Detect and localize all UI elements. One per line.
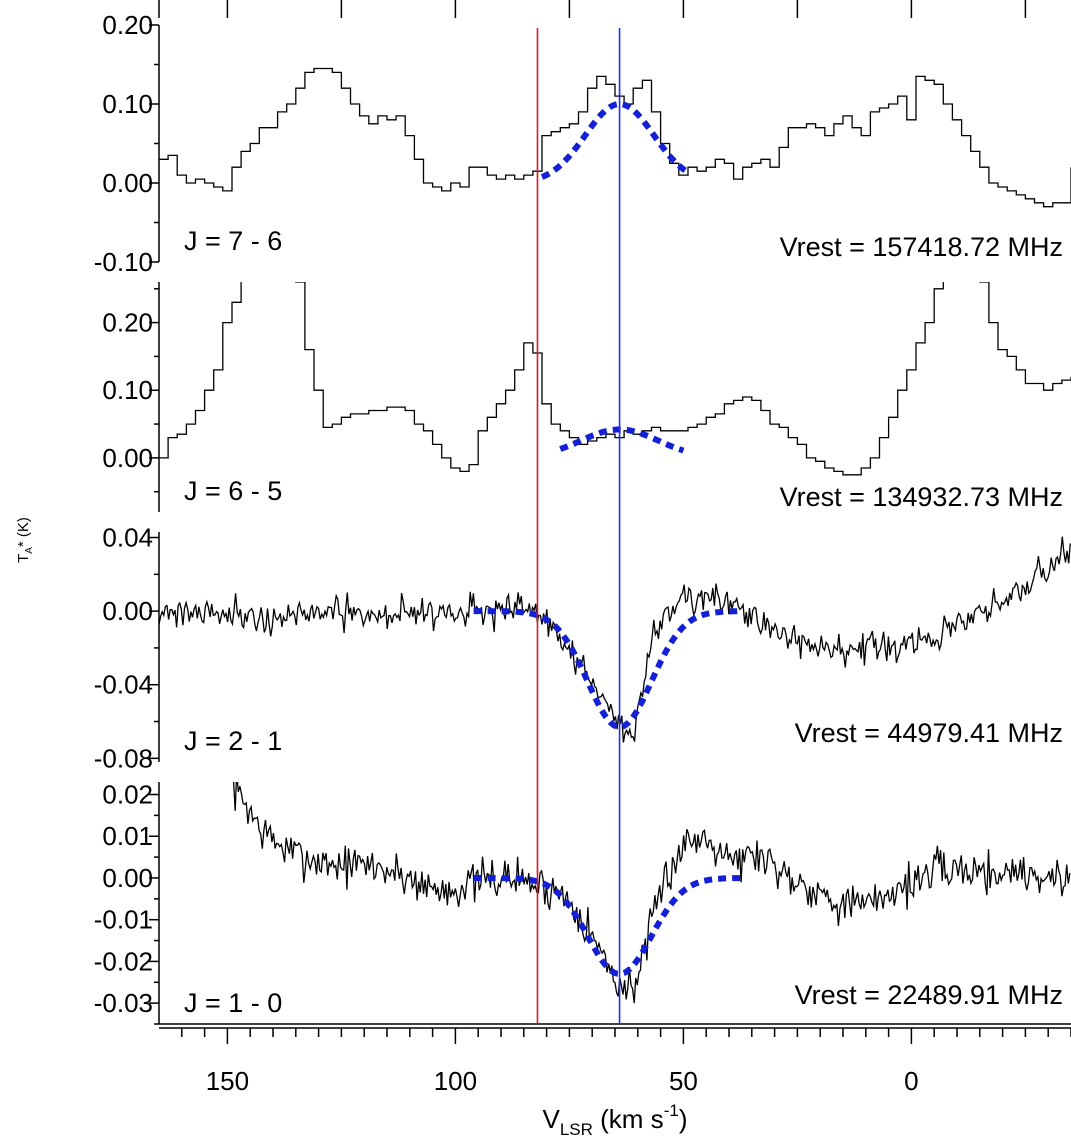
y-tick-label: 0.20 [102, 10, 153, 40]
transition-label: J = 1 - 0 [184, 988, 282, 1018]
panel-2: 0.20 0.10 0.00 J = 6 - 5 Vrest = 134932.73 M… [102, 282, 1071, 512]
y-tick-label: -0.03 [94, 988, 153, 1018]
y-tick-label: 0.10 [102, 89, 153, 119]
spectrum-trace [159, 536, 1071, 743]
y-tick-label: 0.04 [102, 523, 153, 553]
transition-label: J = 7 - 6 [184, 226, 282, 256]
y-axis-title: TA* (K) [15, 517, 35, 563]
x-tick-label: 0 [904, 1066, 918, 1096]
x-tick-label: 100 [434, 1066, 477, 1096]
spectrum-trace [232, 782, 1071, 1004]
transition-label: J = 2 - 1 [184, 726, 282, 756]
x-tick-label: 150 [206, 1066, 249, 1096]
y-tick-label: 0.10 [102, 375, 153, 405]
rest-frequency-label: Vrest = 134932.73 MHz [780, 482, 1063, 512]
y-tick-label: 0.00 [102, 596, 153, 626]
x-tick-label: 50 [669, 1066, 698, 1096]
transition-label: J = 6 - 5 [184, 476, 282, 506]
rest-frequency-label: Vrest = 44979.41 MHz [795, 718, 1063, 748]
y-tick-label: -0.10 [94, 247, 153, 277]
y-tick-label: 0.00 [102, 863, 153, 893]
y-tick-label: -0.08 [94, 743, 153, 773]
y-tick-label: -0.01 [94, 905, 153, 935]
y-tick-label: 0.00 [102, 168, 153, 198]
panel-1: 0.20 0.10 0.00 -0.10 J = 7 - 6 Vrest = 157418… [94, 10, 1071, 277]
y-tick-label: -0.04 [94, 670, 153, 700]
gaussian-fit [473, 875, 743, 977]
y-tick-label: 0.01 [102, 821, 153, 851]
panel-3: 0.04 0.00 -0.04 -0.08 J = 2 - 1 Vrest = 44979… [94, 523, 1071, 773]
gaussian-fit [540, 100, 690, 180]
panel-4: 0.02 0.01 0.00 -0.01 -0.02 -0.03 J = 1 - 0 Vres… [94, 780, 1071, 1025]
spectrum-trace [159, 67, 1071, 208]
x-axis-title: VLSR (km s-1) [543, 1101, 688, 1139]
x-axis: 150 100 50 0 [158, 0, 1071, 1096]
rest-frequency-label: Vrest = 22489.91 MHz [795, 980, 1063, 1010]
gaussian-fit [473, 608, 743, 731]
reference-lines [536, 28, 621, 1024]
panels-layer: 0.20 0.10 0.00 -0.10 J = 7 - 6 Vrest = 157418… [94, 10, 1071, 1025]
y-tick-label: 0.00 [102, 443, 153, 473]
y-tick-label: 0.02 [102, 780, 153, 810]
y-tick-label: 0.20 [102, 308, 153, 338]
gaussian-fit [559, 426, 685, 454]
y-tick-label: -0.02 [94, 946, 153, 976]
rest-frequency-label: Vrest = 157418.72 MHz [780, 232, 1063, 262]
